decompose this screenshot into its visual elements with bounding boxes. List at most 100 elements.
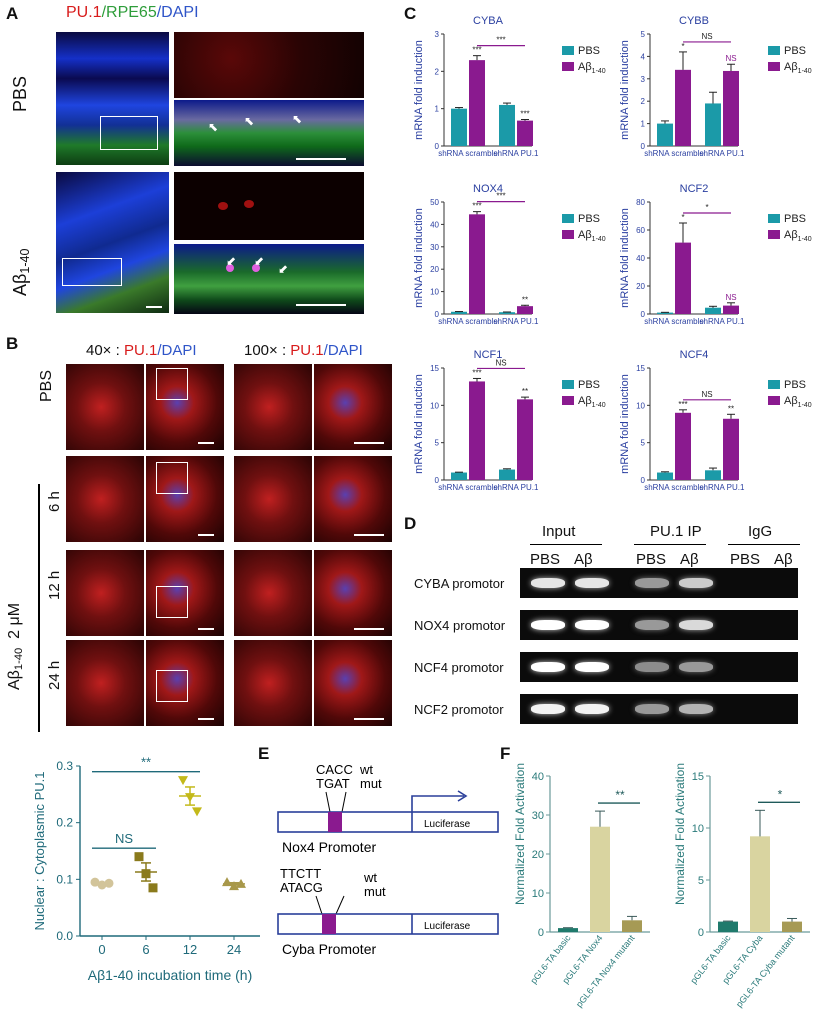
- panel-b-micrograph: [146, 640, 224, 726]
- x-tick-label: pGL6-TA Cyba mutant: [734, 933, 797, 1010]
- x-tick-label: shRNA scramble: [644, 483, 704, 492]
- bar: [782, 921, 802, 932]
- bar: [469, 381, 485, 480]
- legend-swatch: [562, 214, 574, 223]
- bracket-label: ***: [496, 36, 505, 45]
- y-tick-label: 5: [641, 439, 646, 448]
- bracket-label: NS: [115, 831, 133, 846]
- panel-a-letter: A: [6, 4, 19, 23]
- panel-a-title-rpe65: /RPE65: [101, 4, 157, 21]
- scale-bar: [296, 158, 346, 160]
- significance-label: ***: [520, 109, 529, 118]
- legend-swatch: [768, 380, 780, 389]
- panel-d-lane-label: PBS: [636, 551, 667, 568]
- y-tick-label: 10: [636, 401, 645, 410]
- gel-band: [635, 704, 669, 714]
- y-tick-label: 0: [435, 476, 440, 485]
- x-tick-label: shRNA PU.1: [494, 149, 539, 158]
- y-tick-label: 1: [641, 120, 646, 129]
- panel-a-title-dapi: /DAPI: [156, 4, 199, 21]
- gel-band: [679, 662, 713, 672]
- gel-band: [575, 620, 609, 630]
- significance-label: ***: [678, 400, 687, 409]
- panel-b-side-bracket: [38, 484, 40, 732]
- data-point: [134, 852, 144, 862]
- panel-b-row-6h-label: 6 h: [46, 491, 63, 512]
- legend-label: Aβ1-40: [784, 61, 812, 75]
- x-tick-label: shRNA scramble: [438, 483, 498, 492]
- panel-a-title: PU.1/RPE65/DAPI: [66, 4, 199, 22]
- panel-d-group-igg: IgG: [748, 523, 773, 540]
- panel-d-row-label-cyba: CYBA promotor: [414, 576, 505, 591]
- panel-b-row-24h-label: 24 h: [46, 660, 63, 690]
- legend-swatch: [562, 380, 574, 389]
- panel-b-header-40x: 40× : PU.1/DAPI: [86, 342, 197, 359]
- panel-b-micrograph: [314, 364, 392, 450]
- y-tick-label: 5: [698, 875, 704, 887]
- significance-label: *: [681, 213, 684, 222]
- panel-b-inset-box: [156, 368, 188, 400]
- panel-b-inset-box: [156, 670, 188, 702]
- legend-swatch: [768, 396, 780, 405]
- bar: [705, 103, 721, 146]
- x-tick-label: shRNA scramble: [438, 317, 498, 326]
- panel-b-header-100x: 100× : PU.1/DAPI: [244, 342, 363, 359]
- y-tick-label: 50: [430, 198, 439, 207]
- nox4-binding-site: [328, 812, 342, 832]
- panel-a-pbs-zoom-image: ⬉ ⬉ ⬉: [174, 100, 364, 166]
- panel-b-row-pbs-label: PBS: [38, 369, 55, 402]
- bracket-label: NS: [701, 32, 712, 41]
- bracket-label: *: [705, 203, 708, 212]
- chart-ncf2: NCF2 mRNA fold induction 0 20 40 60 80 shRNA sc…: [619, 183, 812, 326]
- y-tick-label: 0: [641, 142, 646, 151]
- chart-ncf4: NCF4 mRNA fold induction 0 5 10 15 shRNA scram…: [619, 349, 812, 492]
- y-axis-label: mRNA fold induction: [619, 374, 631, 474]
- chart-cyba-luciferase: 0 5 10 15 Normalized Fold Activation pGL6-TA …: [673, 763, 810, 1010]
- gel-band: [575, 578, 609, 588]
- gel-band: [635, 620, 669, 630]
- x-tick-label: 24: [227, 942, 241, 957]
- legend-swatch: [562, 396, 574, 405]
- significance-label: NS: [725, 293, 736, 302]
- panel-b-micrograph: [234, 456, 312, 542]
- bar: [517, 399, 533, 480]
- bar: [657, 123, 673, 146]
- gel-band: [531, 620, 565, 630]
- gel-strip: [520, 694, 798, 724]
- bar: [723, 305, 739, 314]
- y-tick-label: 5: [641, 30, 646, 39]
- gel-band: [531, 662, 565, 672]
- chart-title: NCF2: [680, 183, 709, 195]
- significance-label: **: [522, 387, 528, 396]
- panel-d-lane-label: PBS: [730, 551, 761, 568]
- arrow-icon: ⬋: [278, 262, 289, 276]
- chart-title: CYBB: [679, 15, 709, 27]
- panel-d-lane-label: PBS: [530, 551, 561, 568]
- y-axis-label: Normalized Fold Activation: [513, 763, 527, 905]
- x-tick-label: shRNA PU.1: [700, 483, 745, 492]
- significance-label: ***: [472, 202, 481, 211]
- panel-a-abeta-merge-image: [56, 172, 169, 313]
- bar: [657, 472, 673, 480]
- y-tick-label: 2: [435, 67, 440, 76]
- chart-ncf1: NCF1 mRNA fold induction 0 5 10 15 shRNA scram…: [413, 349, 606, 492]
- scale-bar: [354, 628, 384, 630]
- chart-nuclear-cytoplasmic: 0.0 0.1 0.2 0.3 0 6 12 24 Nuclear : Cytoplasmic …: [32, 755, 260, 983]
- panel-a-row-abeta-label: Aβ1-40: [10, 248, 33, 296]
- x-tick-label: shRNA PU.1: [494, 483, 539, 492]
- x-tick-label: 6: [142, 942, 149, 957]
- arrow-icon: ⬋: [254, 254, 265, 268]
- y-axis-label: Normalized Fold Activation: [673, 763, 687, 905]
- x-tick-label: shRNA scramble: [644, 317, 704, 326]
- panel-d-row-label-nox4: NOX4 promotor: [414, 618, 506, 633]
- scale-bar: [146, 306, 162, 308]
- panel-d-row-label-ncf4: NCF4 promotor: [414, 660, 504, 675]
- nox4-construct-box: [277, 811, 499, 833]
- gel-band: [575, 662, 609, 672]
- chart-title: NOX4: [473, 183, 503, 195]
- bracket-label: ***: [496, 192, 505, 201]
- x-tick-label: pGL6-TA Nox4 mutant: [574, 933, 637, 1010]
- legend-label: PBS: [578, 45, 600, 57]
- legend-label: Aβ1-40: [578, 395, 606, 409]
- panel-d-row-label-ncf2: NCF2 promotor: [414, 702, 504, 717]
